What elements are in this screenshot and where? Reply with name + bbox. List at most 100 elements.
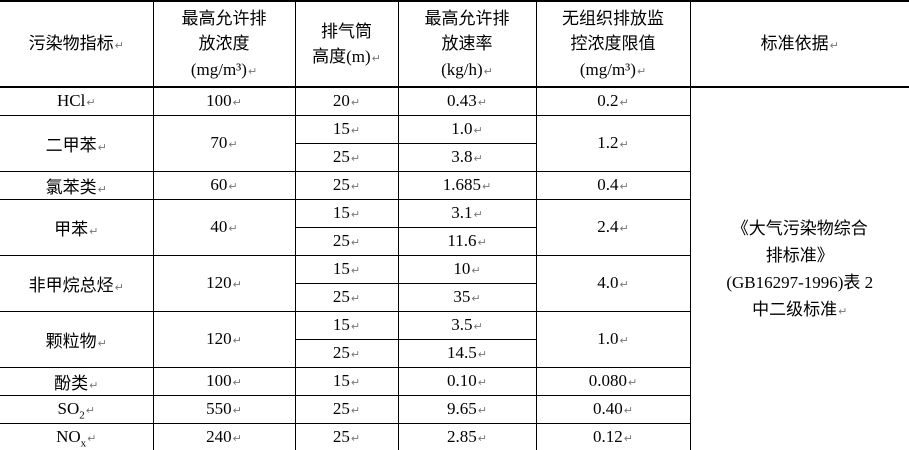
return-mark-icon: ↵ <box>232 334 242 347</box>
stack-height-cell: 25↵ <box>294 422 399 450</box>
concentration-value: 550 <box>206 399 232 418</box>
stack-height-cell: 25↵ <box>294 338 399 368</box>
pollutant-name: 颗粒物 <box>45 331 97 351</box>
header-max-concentration-label: 最高允许排 放浓度 (mg/m³) <box>181 8 267 79</box>
rate-value: 3.1 <box>451 203 473 222</box>
return-mark-icon: ↵ <box>350 320 361 333</box>
return-mark-icon: ↵ <box>473 152 483 165</box>
header-standard-basis-label: 标准依据 <box>760 34 829 54</box>
header-max-concentration: 最高允许排 放浓度 (mg/m³)↵ <box>152 0 296 88</box>
return-mark-icon: ↵ <box>87 431 97 445</box>
table-row: 25↵ 11.6↵ <box>0 226 909 256</box>
concentration-cell: 240↵ <box>152 422 296 450</box>
limit-value: 2.4 <box>597 217 619 236</box>
pollutant-cell: NOx↵ <box>0 422 154 450</box>
return-mark-icon: ↵ <box>619 334 629 347</box>
limit-value: 0.080 <box>588 371 628 390</box>
rate-cell: 9.65↵ <box>397 394 537 424</box>
stack-height-value: 15 <box>332 371 350 390</box>
stack-height-cell: 25↵ <box>294 170 399 200</box>
concentration-cell: 100↵ <box>152 366 296 396</box>
table-row: 甲苯↵ 40↵ 15↵ 3.1↵ 2.4↵ <box>0 198 909 256</box>
pollutant-name: 非甲烷总烃 <box>28 275 114 295</box>
pollutant-cell: HCl↵ <box>0 86 154 116</box>
concentration-value: 100 <box>206 91 232 111</box>
limit-value: 0.4 <box>597 175 619 194</box>
return-mark-icon: ↵ <box>477 348 487 361</box>
return-mark-icon: ↵ <box>619 222 629 235</box>
return-mark-icon: ↵ <box>473 208 483 221</box>
pollutant-cell: 颗粒物↵ <box>0 310 154 368</box>
return-mark-icon: ↵ <box>838 305 848 319</box>
return-mark-icon: ↵ <box>114 39 124 53</box>
return-mark-icon: ↵ <box>97 336 107 350</box>
pollutant-subscript: 2 <box>79 409 85 422</box>
return-mark-icon: ↵ <box>350 152 361 165</box>
rate-value: 0.10 <box>447 371 477 390</box>
limit-value: 0.40 <box>593 399 623 418</box>
pollutant-cell: 二甲苯↵ <box>0 114 154 172</box>
rate-cell: 0.10↵ <box>397 366 537 396</box>
header-standard-basis: 标准依据↵ <box>689 0 909 88</box>
pollutant-cell: 非甲烷总烃↵ <box>0 254 154 312</box>
stack-height-value: 20 <box>332 91 350 111</box>
rate-value: 10 <box>453 259 471 278</box>
pollutant-name: SO <box>57 399 80 418</box>
stack-height-cell: 20↵ <box>294 86 399 116</box>
return-mark-icon: ↵ <box>228 222 238 235</box>
rate-value: 14.5 <box>447 343 477 362</box>
return-mark-icon: ↵ <box>350 180 361 193</box>
table-row: 二甲苯↵ 70↵ 15↵ 1.0↵ 1.2↵ <box>0 114 909 172</box>
limit-cell: 1.2↵ <box>535 114 691 172</box>
return-mark-icon: ↵ <box>477 431 487 445</box>
rate-value: 1.0 <box>451 119 473 138</box>
table-row: 25↵ 35↵ <box>0 282 909 312</box>
return-mark-icon: ↵ <box>350 376 361 389</box>
limit-cell: 0.40↵ <box>535 394 691 424</box>
stack-height-value: 15 <box>332 259 350 278</box>
rate-value: 1.685 <box>442 175 482 194</box>
limit-value: 0.2 <box>597 91 619 111</box>
return-mark-icon: ↵ <box>350 431 361 445</box>
rate-cell: 14.5↵ <box>397 338 537 368</box>
return-mark-icon: ↵ <box>619 138 629 151</box>
stack-height-value: 25 <box>332 147 350 166</box>
return-mark-icon: ↵ <box>471 264 481 277</box>
stack-height-cell: 15↵ <box>294 254 399 284</box>
limit-cell: 0.4↵ <box>535 170 691 200</box>
return-mark-icon: ↵ <box>228 180 238 193</box>
rate-cell: 35↵ <box>397 282 537 312</box>
return-mark-icon: ↵ <box>471 292 481 305</box>
return-mark-icon: ↵ <box>89 378 99 392</box>
concentration-cell: 100↵ <box>152 86 296 116</box>
concentration-value: 120 <box>206 329 232 348</box>
header-stack-height: 排气筒 高度(m)↵ <box>294 0 399 88</box>
return-mark-icon: ↵ <box>97 140 107 154</box>
stack-height-value: 25 <box>332 426 350 446</box>
return-mark-icon: ↵ <box>350 264 361 277</box>
standard-basis-text: 《大气污染物综合 排标准》 (GB16297-1996)表 2 中二级标准 <box>726 218 874 320</box>
return-mark-icon: ↵ <box>623 431 633 445</box>
header-pollutant-label: 污染物指标 <box>28 34 114 54</box>
limit-cell: 0.12↵ <box>535 422 691 450</box>
return-mark-icon: ↵ <box>350 292 361 305</box>
return-mark-icon: ↵ <box>89 224 99 238</box>
concentration-cell: 120↵ <box>152 254 296 312</box>
limit-cell: 0.2↵ <box>535 86 691 116</box>
concentration-cell: 40↵ <box>152 198 296 256</box>
rate-cell: 3.8↵ <box>397 142 537 172</box>
return-mark-icon: ↵ <box>619 96 629 110</box>
stack-height-value: 25 <box>332 399 350 418</box>
limit-cell: 2.4↵ <box>535 198 691 256</box>
stack-height-value: 15 <box>332 203 350 222</box>
stack-height-cell: 15↵ <box>294 366 399 396</box>
rate-value: 35 <box>453 287 471 306</box>
table-row: 25↵ 3.8↵ <box>0 142 909 172</box>
concentration-value: 70 <box>210 133 228 152</box>
return-mark-icon: ↵ <box>473 124 483 137</box>
rate-cell: 11.6↵ <box>397 226 537 256</box>
return-mark-icon: ↵ <box>477 96 487 110</box>
return-mark-icon: ↵ <box>232 376 242 389</box>
pollutant-name: HCl <box>56 91 86 111</box>
return-mark-icon: ↵ <box>483 64 493 78</box>
